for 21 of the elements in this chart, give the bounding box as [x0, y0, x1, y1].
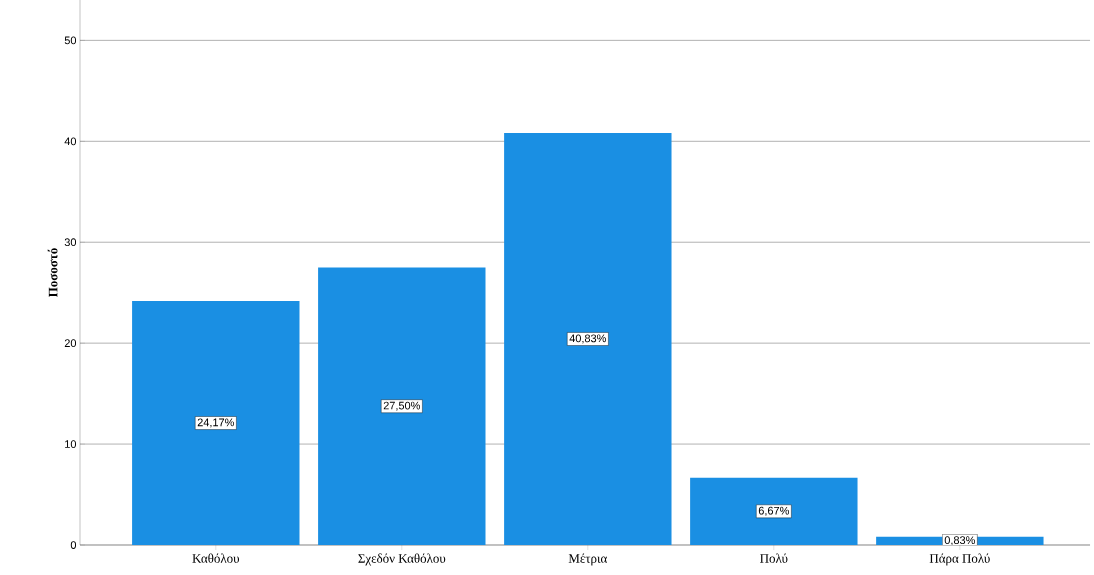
y-tick-label: 20: [64, 339, 77, 348]
y-tick-label: 50: [64, 36, 77, 45]
x-tick-label: Πάρα Πολύ: [929, 553, 990, 566]
y-tick-label: 30: [64, 238, 77, 247]
data-label: 24,17%: [197, 418, 234, 428]
data-label: 40,83%: [569, 334, 606, 344]
bar: [318, 267, 486, 545]
x-tick-label: Μέτρια: [568, 553, 607, 566]
y-axis-title: Ποσοστό: [47, 248, 58, 298]
data-label: 27,50%: [383, 401, 420, 411]
y-tick-label: 40: [64, 137, 77, 146]
x-tick-label: Σχεδόν Καθόλου: [358, 553, 446, 566]
y-tick-label: 10: [65, 440, 77, 448]
data-label: 6,67%: [758, 506, 789, 516]
data-label: 0,83%: [944, 536, 975, 546]
bar: [690, 477, 858, 545]
bar: [504, 132, 672, 545]
x-tick-label: Καθόλου: [192, 553, 240, 563]
bar: [132, 301, 300, 545]
y-tick-label: 0: [70, 541, 77, 549]
x-tick-label: Πολύ: [760, 553, 788, 563]
